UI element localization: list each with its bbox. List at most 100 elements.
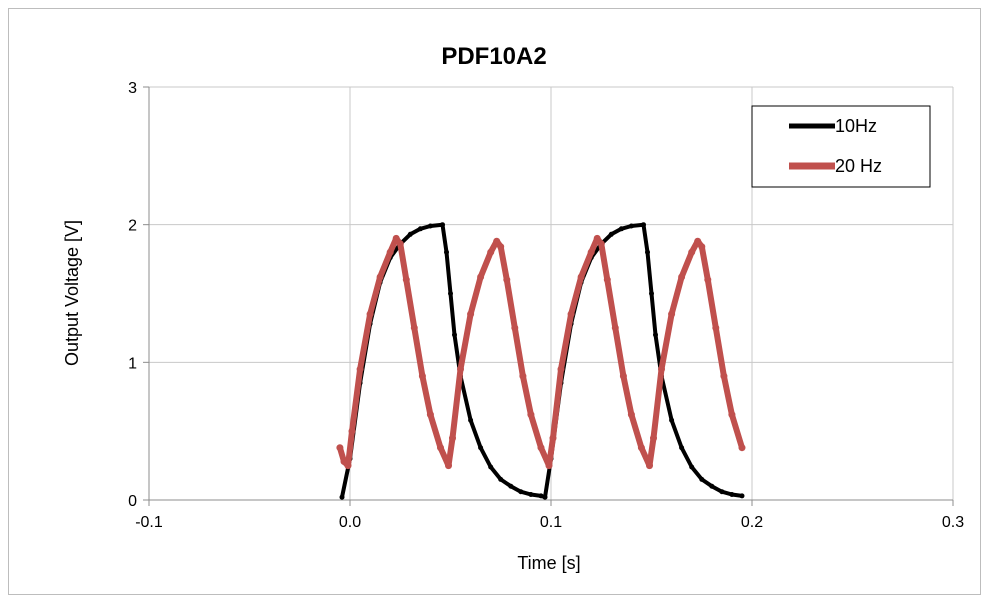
data-point [402, 276, 410, 284]
data-point [445, 462, 452, 470]
data-point [503, 276, 511, 284]
legend-label-20hz: 20 Hz [835, 156, 882, 176]
data-point [519, 372, 527, 380]
data-point [729, 492, 735, 497]
legend: 10Hz 20 Hz [751, 105, 931, 188]
data-point [611, 324, 619, 332]
data-point [704, 276, 712, 284]
data-point [498, 476, 504, 482]
x-tick-label: 0.3 [942, 514, 964, 531]
data-point [577, 273, 585, 281]
data-point [344, 462, 352, 470]
series-layer [336, 222, 746, 500]
data-point [603, 276, 611, 284]
y-axis-label: Output Voltage [V] [62, 220, 82, 366]
data-point [407, 231, 413, 237]
data-point [698, 243, 706, 251]
data-point [467, 310, 475, 318]
data-point [418, 372, 426, 380]
data-point [679, 445, 685, 451]
data-point [396, 240, 404, 248]
data-point [376, 273, 384, 281]
data-point [468, 417, 474, 423]
x-tick-label: 0.0 [339, 514, 361, 531]
data-point [641, 222, 646, 228]
y-tick-label: 3 [128, 80, 137, 97]
data-point [678, 273, 686, 281]
y-tick-label: 0 [128, 493, 137, 510]
data-point [356, 365, 364, 373]
legend-box [751, 105, 931, 188]
data-point [645, 249, 650, 255]
data-point [597, 240, 605, 248]
chart-svg: PDF10A2 -0.1 0.0 0.1 0.2 0.3 0 1 2 3 Time [s] Ou… [62, 43, 964, 573]
data-point [457, 365, 464, 373]
chart-title: PDF10A2 [441, 43, 546, 70]
data-point [593, 234, 601, 242]
data-point [392, 234, 400, 242]
data-point [689, 464, 695, 470]
data-point [699, 476, 705, 482]
data-point [478, 445, 484, 451]
data-point [417, 226, 423, 232]
data-point [336, 444, 344, 452]
data-point [518, 489, 524, 495]
data-point [508, 483, 514, 489]
data-point [608, 231, 614, 237]
data-point [650, 434, 657, 442]
data-point [712, 324, 720, 332]
data-point [426, 411, 434, 419]
x-tick-label: -0.1 [135, 514, 163, 531]
data-point [649, 291, 654, 296]
data-point [448, 291, 453, 296]
y-tick-label: 1 [128, 355, 137, 372]
data-point [348, 427, 356, 435]
data-point [444, 249, 449, 255]
data-point [487, 248, 495, 256]
data-point [410, 324, 418, 332]
data-point [668, 310, 676, 318]
ticks-layer: -0.1 0.0 0.1 0.2 0.3 0 1 2 3 [128, 80, 964, 531]
x-tick-label: 0.2 [741, 514, 763, 531]
data-point [477, 273, 485, 281]
x-tick-label: 0.1 [540, 514, 562, 531]
data-point [557, 365, 565, 373]
data-point [658, 365, 665, 373]
data-point [619, 372, 627, 380]
series-20hz [336, 234, 746, 470]
data-point [537, 444, 545, 452]
data-point [386, 248, 394, 256]
data-point [688, 248, 696, 256]
y-tick-label: 2 [128, 218, 137, 235]
data-point [728, 411, 736, 419]
data-point [628, 223, 634, 229]
data-point [627, 411, 635, 419]
data-point [637, 444, 645, 452]
data-point [720, 372, 728, 380]
data-point [719, 489, 725, 495]
data-point [694, 237, 702, 245]
data-point [669, 417, 675, 423]
data-point [366, 310, 374, 318]
data-point [709, 483, 715, 489]
data-point [653, 332, 658, 338]
data-point [538, 493, 544, 499]
data-point [452, 332, 457, 338]
data-point [437, 444, 444, 452]
data-point [549, 434, 557, 442]
data-point [511, 324, 519, 332]
data-point [528, 492, 534, 497]
series-line [336, 235, 745, 469]
data-point [618, 226, 624, 232]
data-point [587, 248, 595, 256]
data-point [449, 434, 456, 442]
data-point [739, 493, 745, 499]
x-axis-label: Time [s] [517, 553, 580, 573]
data-point [646, 462, 653, 470]
data-point [427, 223, 433, 229]
data-point [440, 222, 445, 228]
data-point [339, 494, 345, 500]
data-point [738, 444, 746, 452]
data-point [527, 411, 535, 419]
data-point [493, 237, 501, 245]
